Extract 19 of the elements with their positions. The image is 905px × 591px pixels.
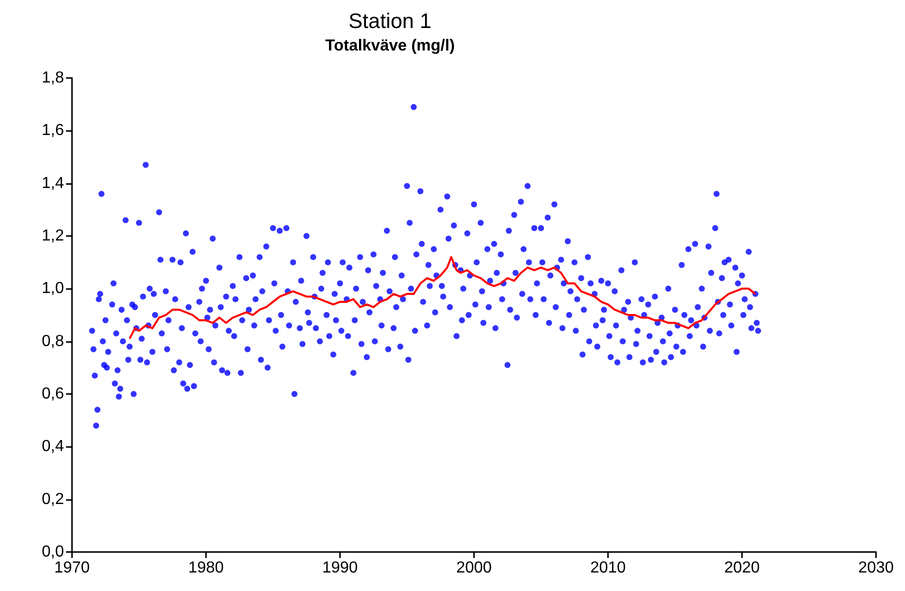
y-tick-label: 1,2 — [42, 228, 64, 244]
y-tick-label: 0,6 — [42, 386, 64, 402]
x-tick-label: 1990 — [322, 560, 358, 576]
y-tick-label: 1,4 — [42, 174, 64, 192]
x-tick-label: 2000 — [456, 560, 492, 576]
x-tick-label: 2030 — [858, 560, 894, 576]
x-tick-label: 2020 — [724, 560, 760, 576]
chart-subtitle: Totalkväve (mg/l) — [325, 38, 455, 54]
y-tick-label: 0,4 — [42, 438, 64, 456]
chart-title: Station 1 — [348, 10, 432, 33]
x-tick-label: 2010 — [590, 560, 626, 576]
x-tick-label: 1980 — [188, 560, 224, 576]
y-tick-label: 0,0 — [42, 544, 64, 560]
y-tick-label: 1,0 — [42, 280, 64, 298]
x-tick-label: 1970 — [54, 560, 90, 576]
y-tick-label: 0,2 — [42, 490, 64, 508]
y-tick-label: 0,8 — [42, 332, 64, 350]
y-tick-label: 1,8 — [42, 70, 64, 86]
y-tick-label: 1,6 — [42, 122, 64, 140]
